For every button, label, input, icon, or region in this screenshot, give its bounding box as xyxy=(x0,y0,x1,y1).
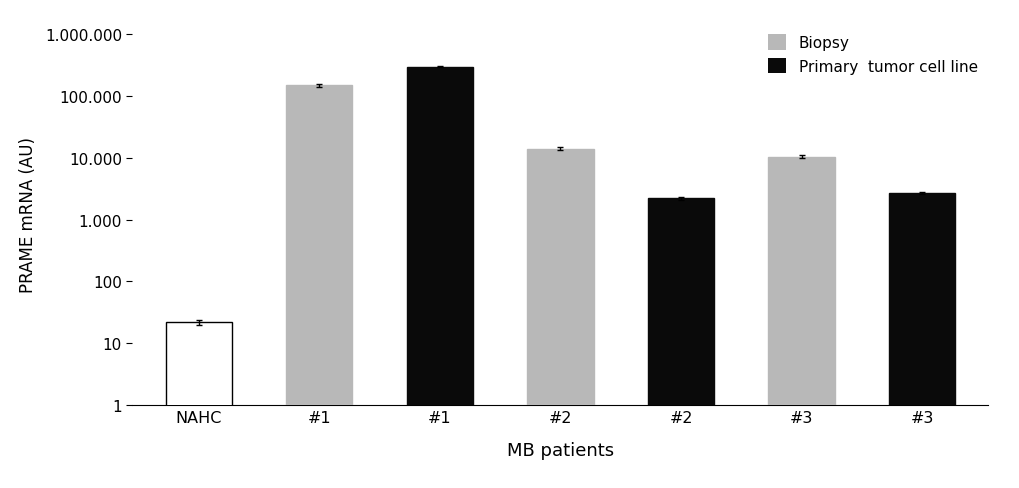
Bar xyxy=(648,199,714,488)
Legend: Biopsy, Primary  tumor cell line: Biopsy, Primary tumor cell line xyxy=(762,29,984,81)
Bar xyxy=(166,322,232,488)
Bar xyxy=(889,194,955,488)
Bar xyxy=(768,157,835,488)
Bar xyxy=(407,67,473,488)
Bar xyxy=(527,149,594,488)
Y-axis label: PRAME mRNA (AU): PRAME mRNA (AU) xyxy=(18,137,37,293)
Bar xyxy=(286,86,353,488)
X-axis label: MB patients: MB patients xyxy=(506,442,614,460)
